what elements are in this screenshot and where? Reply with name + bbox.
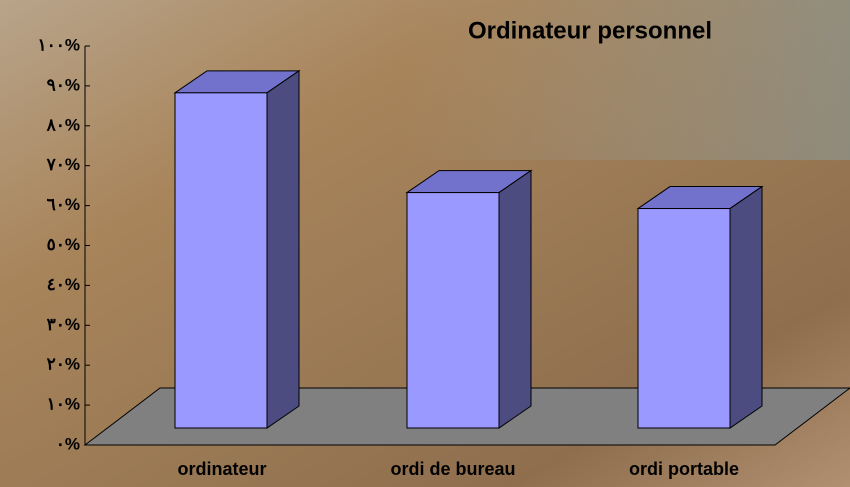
x-tick-label: ordinateur	[177, 459, 266, 479]
bar	[407, 193, 499, 428]
y-tick-label: ٠%	[56, 434, 80, 453]
y-tick-label: ١٠٠%	[37, 35, 80, 54]
y-tick-label: ٧٠%	[46, 155, 80, 174]
y-tick-label: ٢٠%	[47, 355, 80, 374]
chart-title: Ordinateur personnel	[468, 17, 712, 44]
bar-side	[730, 187, 762, 428]
x-tick-label: ordi de bureau	[390, 459, 515, 479]
y-tick-label: ٤٠%	[47, 275, 80, 294]
y-tick-label: ٥٠%	[47, 235, 80, 254]
chart: Ordinateur personnel ٠% ١٠% ٢٠% ٣٠% ٤٠% ٥٠% ٦٠…	[0, 0, 850, 487]
bar-side	[499, 171, 531, 428]
page: {"chart_data": {"type": "bar3d", "title"…	[0, 0, 850, 487]
y-tick-label: ٩٠%	[47, 75, 80, 94]
y-tick-label: ٨٠%	[46, 115, 80, 134]
bar	[638, 209, 730, 428]
x-tick-label: ordi portable	[629, 459, 739, 479]
y-tick-label: ٦٠%	[47, 195, 80, 214]
y-tick-label: ٣٠%	[47, 315, 80, 334]
bar	[175, 93, 267, 428]
bar-side	[267, 71, 299, 428]
y-tick-label: ١٠%	[47, 395, 80, 414]
